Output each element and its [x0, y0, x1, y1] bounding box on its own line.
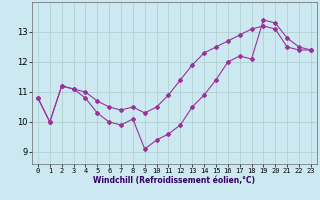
X-axis label: Windchill (Refroidissement éolien,°C): Windchill (Refroidissement éolien,°C)	[93, 176, 255, 185]
